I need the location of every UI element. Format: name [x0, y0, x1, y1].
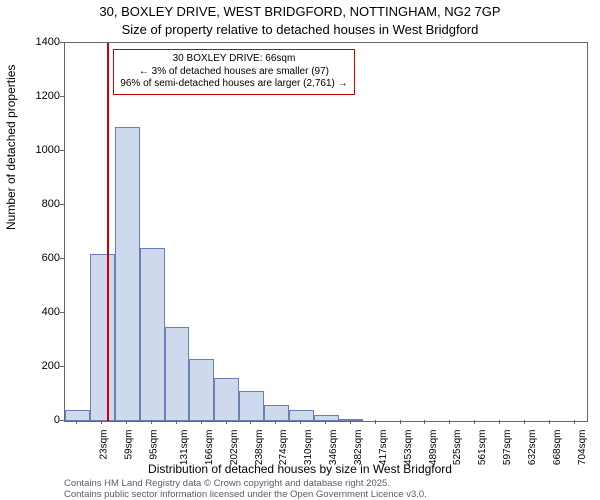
y-tick-mark — [60, 366, 64, 367]
histogram-bar — [140, 248, 165, 421]
annotation-line2: ← 3% of detached houses are smaller (97) — [120, 66, 347, 79]
footer-line2: Contains public sector information licen… — [64, 489, 427, 500]
x-tick-label: 597sqm — [502, 430, 513, 466]
histogram-bar — [264, 405, 289, 421]
y-tick-mark — [60, 312, 64, 313]
x-tick-mark — [574, 420, 575, 424]
y-tick-mark — [60, 258, 64, 259]
y-tick-label: 200 — [42, 360, 60, 372]
histogram-bar — [65, 410, 90, 421]
y-tick-mark — [60, 96, 64, 97]
x-tick-label: 166sqm — [204, 430, 215, 466]
annotation-line3: 96% of semi-detached houses are larger (… — [120, 78, 347, 91]
x-tick-label: 382sqm — [353, 430, 364, 466]
chart-title-line1: 30, BOXLEY DRIVE, WEST BRIDGFORD, NOTTIN… — [0, 4, 600, 19]
x-tick-mark — [499, 420, 500, 424]
x-tick-label: 561sqm — [478, 430, 489, 466]
x-tick-mark — [300, 420, 301, 424]
x-tick-mark — [325, 420, 326, 424]
x-tick-mark — [424, 420, 425, 424]
histogram-bar — [189, 359, 214, 421]
histogram-bar — [239, 391, 264, 421]
x-tick-label: 417sqm — [378, 430, 389, 466]
reference-line — [107, 43, 109, 421]
histogram-bar — [90, 254, 115, 421]
x-tick-label: 274sqm — [279, 430, 290, 466]
y-tick-label: 1400 — [36, 36, 60, 48]
chart-container: 30, BOXLEY DRIVE, WEST BRIDGFORD, NOTTIN… — [0, 0, 600, 500]
y-axis-label: Number of detached properties — [4, 65, 18, 230]
x-tick-mark — [449, 420, 450, 424]
footer-line1: Contains HM Land Registry data © Crown c… — [64, 478, 390, 489]
x-tick-mark — [375, 420, 376, 424]
x-tick-label: 632sqm — [527, 430, 538, 466]
annotation-line1: 30 BOXLEY DRIVE: 66sqm — [120, 53, 347, 66]
x-tick-mark — [275, 420, 276, 424]
x-tick-label: 346sqm — [328, 430, 339, 466]
x-tick-mark — [400, 420, 401, 424]
y-tick-mark — [60, 204, 64, 205]
x-tick-label: 95sqm — [149, 430, 160, 460]
annotation-box: 30 BOXLEY DRIVE: 66sqm← 3% of detached h… — [113, 49, 354, 95]
x-tick-mark — [524, 420, 525, 424]
x-tick-label: 489sqm — [428, 430, 439, 466]
x-tick-mark — [350, 420, 351, 424]
histogram-bar — [289, 410, 314, 421]
x-tick-mark — [250, 420, 251, 424]
x-tick-label: 310sqm — [304, 430, 315, 466]
x-tick-mark — [151, 420, 152, 424]
x-tick-mark — [176, 420, 177, 424]
x-tick-label: 202sqm — [229, 430, 240, 466]
x-tick-label: 525sqm — [453, 430, 464, 466]
histogram-bar — [214, 378, 239, 421]
x-tick-label: 23sqm — [99, 430, 110, 460]
x-tick-label: 704sqm — [577, 430, 588, 466]
histogram-bar — [339, 419, 363, 421]
y-tick-label: 400 — [42, 306, 60, 318]
x-tick-label: 131sqm — [179, 430, 190, 466]
x-tick-label: 59sqm — [124, 430, 135, 460]
histogram-bar — [165, 327, 189, 422]
x-tick-mark — [101, 420, 102, 424]
x-tick-mark — [126, 420, 127, 424]
x-tick-mark — [549, 420, 550, 424]
y-tick-label: 1000 — [36, 144, 60, 156]
x-tick-label: 668sqm — [552, 430, 563, 466]
x-tick-mark — [474, 420, 475, 424]
y-tick-mark — [60, 42, 64, 43]
chart-title-line2: Size of property relative to detached ho… — [0, 22, 600, 37]
x-tick-label: 453sqm — [403, 430, 414, 466]
x-axis-label: Distribution of detached houses by size … — [0, 462, 600, 476]
x-tick-mark — [201, 420, 202, 424]
x-tick-label: 238sqm — [254, 430, 265, 466]
y-tick-label: 600 — [42, 252, 60, 264]
y-tick-mark — [60, 150, 64, 151]
x-tick-mark — [226, 420, 227, 424]
y-tick-label: 1200 — [36, 90, 60, 102]
plot-area: 30 BOXLEY DRIVE: 66sqm← 3% of detached h… — [64, 42, 588, 422]
y-tick-label: 800 — [42, 198, 60, 210]
y-tick-mark — [60, 420, 64, 421]
histogram-bar — [115, 127, 140, 421]
x-tick-mark — [76, 420, 77, 424]
